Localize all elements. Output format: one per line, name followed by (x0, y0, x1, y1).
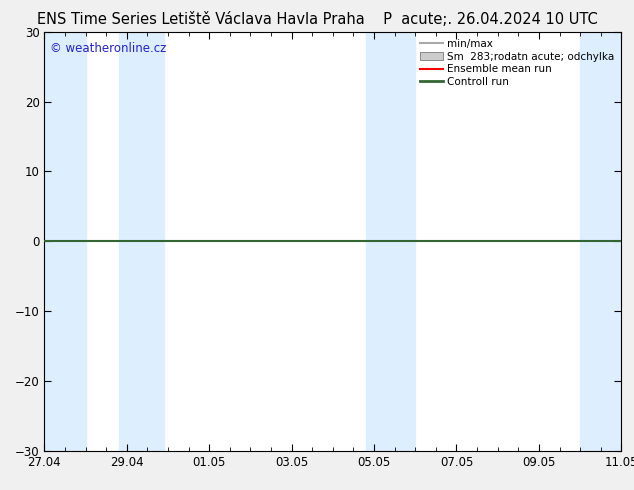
Text: ENS Time Series Letiště Václava Havla Praha    P  acute;. 26.04.2024 10 UTC: ENS Time Series Letiště Václava Havla Pr… (37, 12, 597, 27)
Legend: min/max, Sm  283;rodatn acute; odchylka, Ensemble mean run, Controll run: min/max, Sm 283;rodatn acute; odchylka, … (418, 37, 616, 89)
Bar (580, 32, 621, 451)
Text: © weatheronline.cz: © weatheronline.cz (50, 42, 167, 55)
Bar (119, 32, 164, 451)
Bar (44, 32, 86, 451)
Bar (366, 32, 415, 451)
